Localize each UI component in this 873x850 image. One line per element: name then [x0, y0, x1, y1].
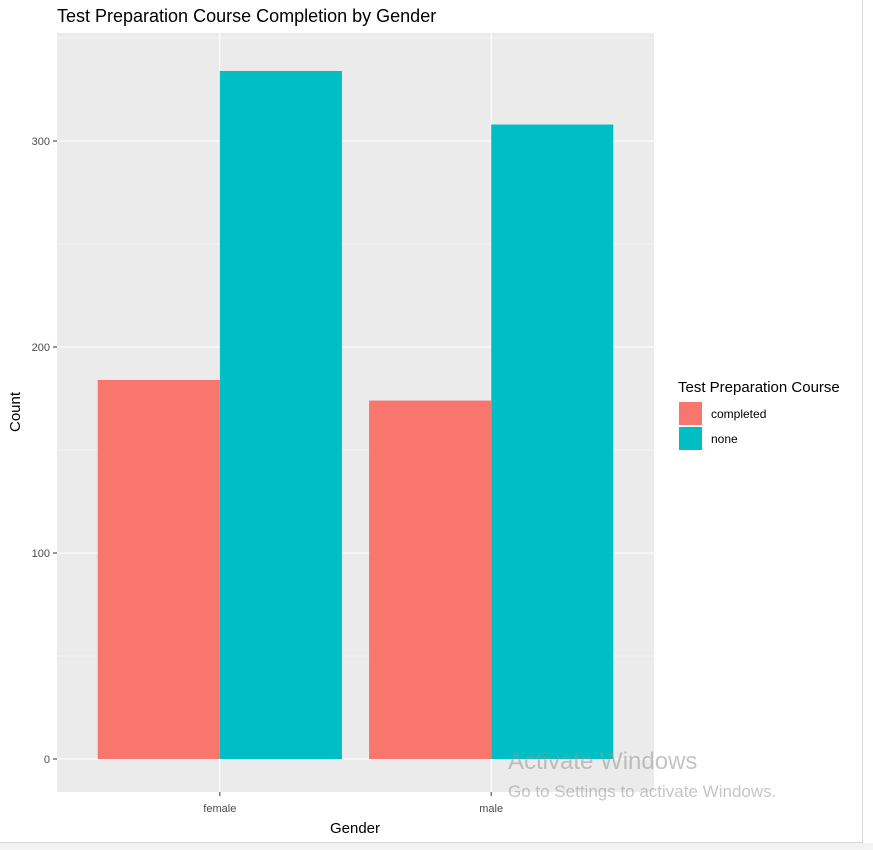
y-tick-label: 200 [32, 342, 50, 354]
y-axis-label: Count [7, 391, 24, 432]
legend-title: Test Preparation Course [678, 379, 840, 396]
bars-group [97, 70, 614, 759]
window-bottom-strip [0, 843, 873, 850]
y-tick-label: 100 [32, 548, 50, 560]
chart-title: Test Preparation Course Completion by Ge… [57, 6, 436, 26]
x-tick-label: male [479, 803, 503, 815]
x-axis-label: Gender [330, 820, 380, 837]
y-axis: 0 100 200 300 [32, 136, 57, 766]
legend-label-completed: completed [711, 407, 766, 421]
bar-none-female [219, 70, 342, 759]
bar-none-male [491, 124, 614, 759]
legend-key-completed [679, 402, 702, 425]
window-border-right [862, 0, 863, 842]
bar-completed-male [369, 400, 492, 759]
bar-completed-female [97, 379, 220, 759]
window-border-bottom [0, 842, 863, 843]
activation-watermark-title: Activate Windows [508, 748, 698, 775]
legend-key-none [679, 427, 702, 450]
legend: Test Preparation Course completed none [678, 379, 840, 450]
x-axis: female male [203, 792, 503, 815]
legend-label-none: none [711, 432, 738, 446]
x-tick-label: female [203, 803, 236, 815]
y-tick-label: 0 [44, 754, 50, 766]
y-tick-label: 300 [32, 136, 50, 148]
activation-watermark-subtitle: Go to Settings to activate Windows. [508, 782, 777, 801]
